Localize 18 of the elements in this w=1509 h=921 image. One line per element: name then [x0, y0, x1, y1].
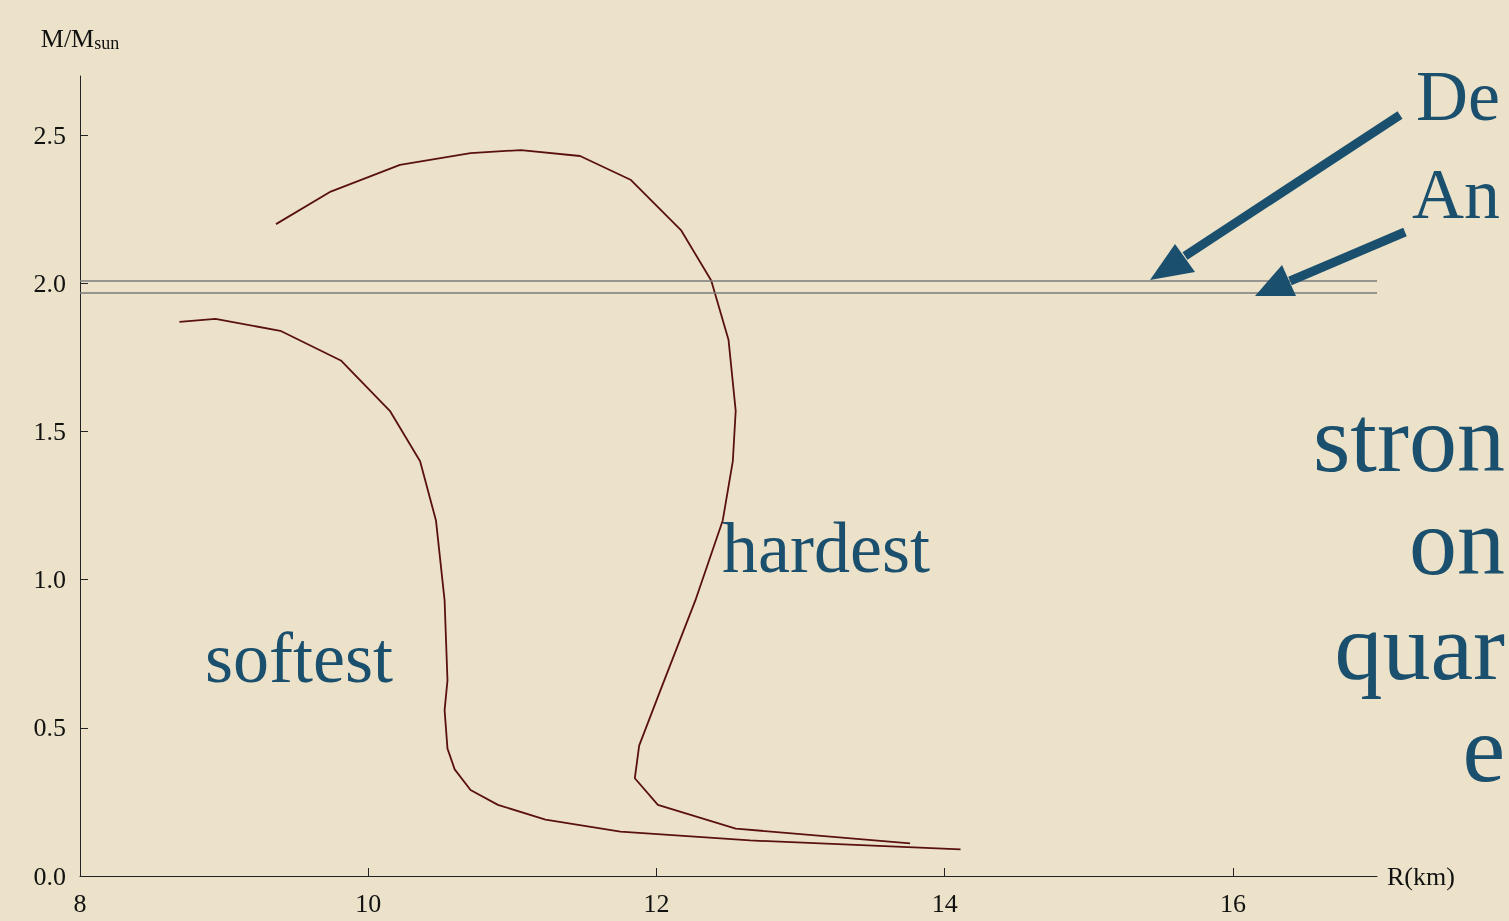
y-tick-label: 0.5 — [33, 713, 66, 743]
x-tick-label: 10 — [355, 888, 382, 918]
y-tick-label: 1.5 — [33, 417, 66, 447]
y-tick-label: 0.0 — [33, 861, 66, 891]
y-tick-label: 1.0 — [33, 565, 66, 595]
x-tick-label: 8 — [73, 888, 87, 918]
annotation: softest — [205, 618, 393, 698]
text: An — [1412, 154, 1500, 234]
x-axis-title: R(km) — [1387, 861, 1455, 891]
x-tick-label: 14 — [931, 888, 958, 918]
line-series — [178, 318, 962, 851]
x-tick-label: 12 — [643, 888, 670, 918]
y-tick-label: 2.0 — [33, 268, 66, 298]
annotation: hardest — [722, 508, 930, 588]
text: De — [1416, 56, 1500, 136]
y-axis-title: M/Msun — [40, 23, 120, 53]
y-tick-label: 2.5 — [33, 120, 66, 150]
x-tick-label: 16 — [1219, 888, 1246, 918]
